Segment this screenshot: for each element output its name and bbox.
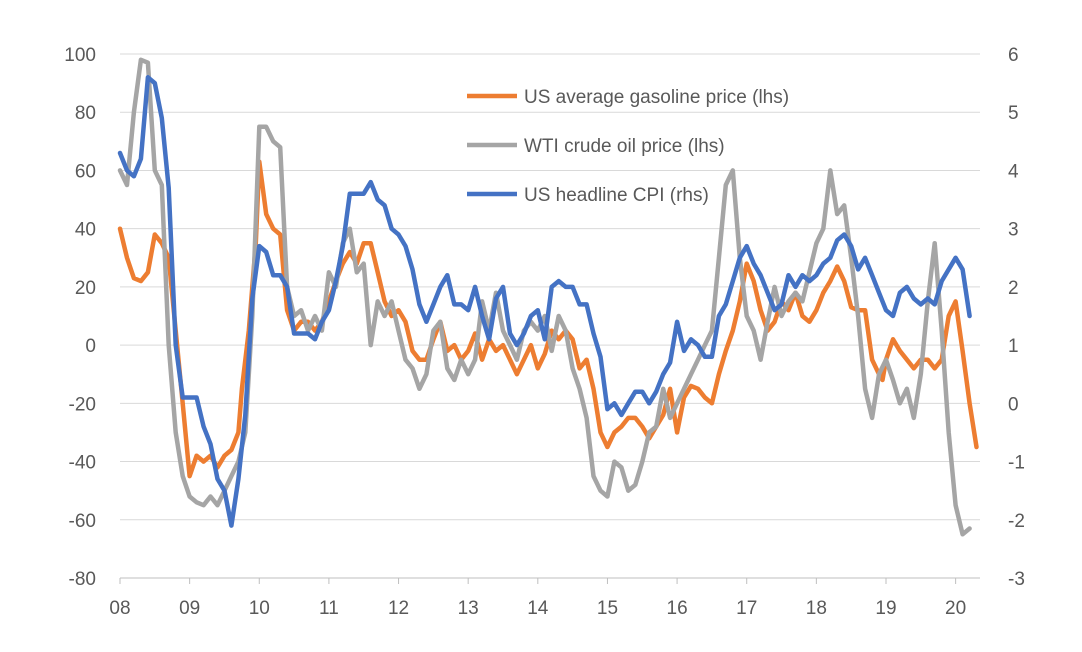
x-tick-label: 17 (736, 598, 757, 619)
right-tick-label: 2 (1008, 278, 1019, 299)
right-tick-label: -1 (1008, 453, 1025, 474)
right-tick-label: 3 (1008, 220, 1019, 241)
x-tick-label: 13 (458, 598, 479, 619)
x-axis-ticks: 08 09 10 11 12 13 14 15 16 17 18 19 20 (109, 577, 980, 619)
left-tick-label: 80 (75, 103, 96, 124)
legend: US average gasoline price (lhs) WTI crud… (467, 87, 789, 206)
left-tick-label: 60 (75, 161, 96, 182)
left-tick-label: -40 (69, 453, 96, 474)
x-tick-label: 16 (667, 598, 688, 619)
right-tick-label: 6 (1008, 45, 1019, 66)
wti-crude-line (117, 57, 972, 537)
x-tick-label: 14 (527, 598, 549, 619)
x-tick-label: 09 (179, 598, 200, 619)
x-tick-label: 19 (875, 598, 896, 619)
left-tick-label: 40 (75, 220, 96, 241)
right-tick-label: -3 (1008, 569, 1025, 590)
x-tick-label: 18 (806, 598, 827, 619)
left-tick-label: 20 (75, 278, 96, 299)
left-tick-label: 0 (85, 336, 96, 357)
left-tick-label: -20 (69, 394, 96, 415)
right-tick-label: -2 (1008, 511, 1025, 532)
x-tick-label: 11 (319, 598, 339, 619)
x-tick-label: 20 (945, 598, 966, 619)
legend-label-gasoline: US average gasoline price (lhs) (524, 87, 789, 108)
left-axis-ticks: 100 80 60 40 20 0 -20 -40 -60 -80 (64, 45, 96, 590)
x-tick-label: 15 (597, 598, 618, 619)
series-lines (117, 57, 979, 537)
legend-label-wti: WTI crude oil price (lhs) (524, 136, 725, 157)
right-tick-label: 0 (1008, 394, 1019, 415)
right-axis-ticks: 6 5 4 3 2 1 0 -1 -2 -3 (1008, 45, 1025, 590)
right-tick-label: 4 (1008, 161, 1019, 182)
x-tick-label: 12 (388, 598, 409, 619)
left-tick-label: -80 (69, 569, 96, 590)
right-tick-label: 1 (1008, 336, 1019, 357)
legend-label-cpi: US headline CPI (rhs) (524, 185, 709, 206)
left-tick-label: -60 (69, 511, 96, 532)
right-tick-label: 5 (1008, 103, 1019, 124)
x-tick-label: 08 (109, 598, 130, 619)
headline-cpi-line (117, 75, 972, 528)
x-tick-label: 10 (249, 598, 270, 619)
left-tick-label: 100 (64, 45, 96, 66)
